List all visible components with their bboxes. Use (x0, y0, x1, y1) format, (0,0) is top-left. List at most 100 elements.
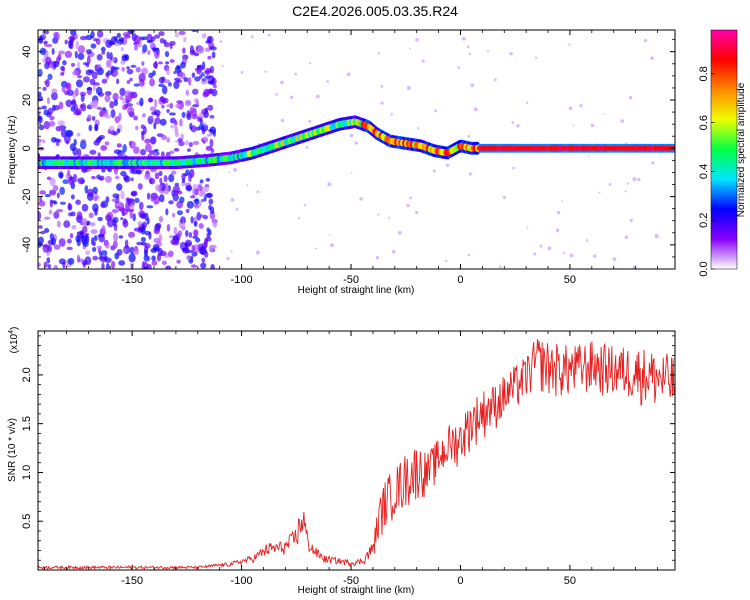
spectrogram-noise-cell (82, 225, 88, 234)
spectrogram-noise-cell (101, 51, 106, 55)
spectrogram-noise-cell (67, 89, 74, 96)
spectrogram-noise-cell (169, 43, 173, 50)
spectrogram-noise-cell (133, 146, 140, 155)
spectrogram-noise-cell (124, 90, 132, 100)
spectrogram-noise-cell (38, 106, 42, 111)
spectrogram-noise-cell (204, 251, 209, 258)
spectrogram-noise-cell (101, 168, 106, 173)
spectrogram-noise-cell (58, 101, 64, 110)
spectrogram-noise-cell (203, 136, 209, 142)
spectrogram-noise-cell (38, 138, 42, 143)
spectrogram-noise-cell (144, 143, 152, 153)
spectrogram-noise-cell (169, 59, 175, 63)
spectrogram-noise-cell (380, 101, 384, 105)
spectrogram-noise-cell (275, 93, 278, 96)
spectrogram-noise-cell (93, 197, 98, 202)
spectrogram-noise-cell (141, 61, 145, 66)
spectrogram-noise-cell (177, 230, 183, 237)
spectrogram-noise-cell (187, 76, 192, 86)
colorbar-tick-label: 0.6 (698, 115, 710, 130)
spectrogram-noise-cell (62, 60, 67, 66)
spectrogram-noise-cell (140, 236, 146, 243)
spectrogram-noise-cell (44, 227, 50, 233)
spectrogram-noise-cell (107, 168, 112, 173)
spectrogram-noise-cell (221, 65, 224, 68)
spectrogram-noise-cell (579, 104, 583, 108)
spectrogram-noise-cell (154, 34, 161, 39)
spectrogram-noise-cell (330, 243, 335, 248)
spectrogram-noise-cell (168, 82, 172, 87)
spectrogram-noise-cell (90, 222, 96, 227)
x-tick-label: 50 (564, 575, 576, 587)
spectrogram-noise-cell (590, 123, 595, 128)
spectrogram-noise-cell (181, 173, 186, 181)
spectrogram-noise-cell (129, 77, 133, 82)
spectrogram-noise-cell (90, 30, 95, 39)
spectrogram-noise-cell (509, 51, 513, 56)
spectrogram-noise-cell (113, 71, 119, 76)
spectrogram-noise-cell (97, 216, 103, 222)
spectrogram-noise-cell (143, 249, 148, 257)
spectrogram-noise-cell (38, 200, 46, 207)
spectrogram-noise-cell (209, 138, 214, 148)
spectrogram-noise-cell (51, 47, 55, 55)
spectrogram-noise-cell (47, 73, 53, 81)
spectrogram-noise-cell (502, 195, 506, 199)
snr-panel: -150 -100 -50 0 50 0.5 1.0 1.5 2.0 Height of st… (7, 327, 676, 596)
spectrogram-noise-cell (38, 95, 43, 102)
spectrogram-noise-cell (126, 80, 131, 84)
spectrogram-noise-cell (93, 99, 99, 107)
spectrogram-noise-cell (137, 221, 143, 227)
spectrogram-noise-cell (267, 33, 271, 37)
spectrogram-noise-cell (209, 65, 215, 74)
spectrogram-noise-cell (39, 190, 46, 195)
spectrogram-noise-cell (182, 47, 186, 54)
spectrogram-noise-cell (104, 141, 110, 146)
spectrogram-noise-cell (104, 114, 112, 119)
spectrogram-noise-cell (50, 200, 57, 204)
spectrogram-noise-cell (158, 215, 164, 223)
spectrogram-noise-cell (197, 185, 203, 192)
spectrogram-noise-cell (303, 203, 307, 207)
spectrogram-noise-cell (123, 218, 127, 225)
spectrogram-noise-cell (110, 36, 117, 45)
spectrogram-noise-cell (47, 264, 52, 269)
spectrogram-noise-cell (204, 75, 212, 79)
spectrogram-noise-cell (174, 120, 178, 126)
spectrogram-noise-cell (164, 50, 170, 58)
spectrogram-noise-cell (593, 254, 597, 258)
spectrogram-noise-cell (58, 258, 66, 265)
spectrogram-noise-cell (350, 171, 353, 174)
spectrogram-noise-cell (42, 30, 47, 37)
spectrogram-noise-cell (77, 52, 85, 61)
spectrogram-noise-cell (45, 43, 53, 48)
spectrogram-noise-cell (41, 105, 47, 110)
spectrogram-noise-cell (91, 115, 96, 121)
spectrogram-noise-cell (130, 191, 137, 197)
snr-y-ticks: 0.5 1.0 1.5 2.0 (21, 335, 675, 561)
spectrogram-noise-cell (62, 179, 69, 185)
spectrogram-noise-cell (146, 40, 154, 44)
spectrogram-noise-cell (406, 86, 411, 90)
spectrogram-noise-cell (48, 189, 57, 196)
spectrogram-noise-cell (157, 61, 164, 65)
spectrogram-noise-cell (354, 141, 358, 145)
spectrogram-noise-cell (92, 85, 96, 91)
spectrogram-noise-cell (116, 143, 122, 148)
spectrogram-noise-cell (315, 94, 320, 99)
spectrogram-noise-cell (61, 85, 66, 93)
spectrogram-noise-cell (390, 113, 393, 116)
spectrogram-noise-cell (180, 133, 184, 140)
spectrogram-noise-cell (180, 61, 186, 69)
spectrogram-noise-cell (201, 257, 206, 263)
spectrogram-noise-cell (166, 223, 171, 232)
colorbar-ticks: 0.0 0.2 0.4 0.6 0.8 (698, 66, 715, 277)
spectrogram-noise-cell (74, 50, 78, 59)
spectrogram-noise-cell (125, 201, 131, 211)
spectrogram-noise-cell (48, 120, 56, 127)
spectrogram-noise-cell (387, 216, 391, 220)
spectrogram-noise-cell (64, 39, 68, 45)
spectrogram-noise-cell (91, 71, 98, 80)
spectrogram-noise-cell (90, 43, 97, 49)
spectrogram-noise-cell (146, 205, 154, 209)
